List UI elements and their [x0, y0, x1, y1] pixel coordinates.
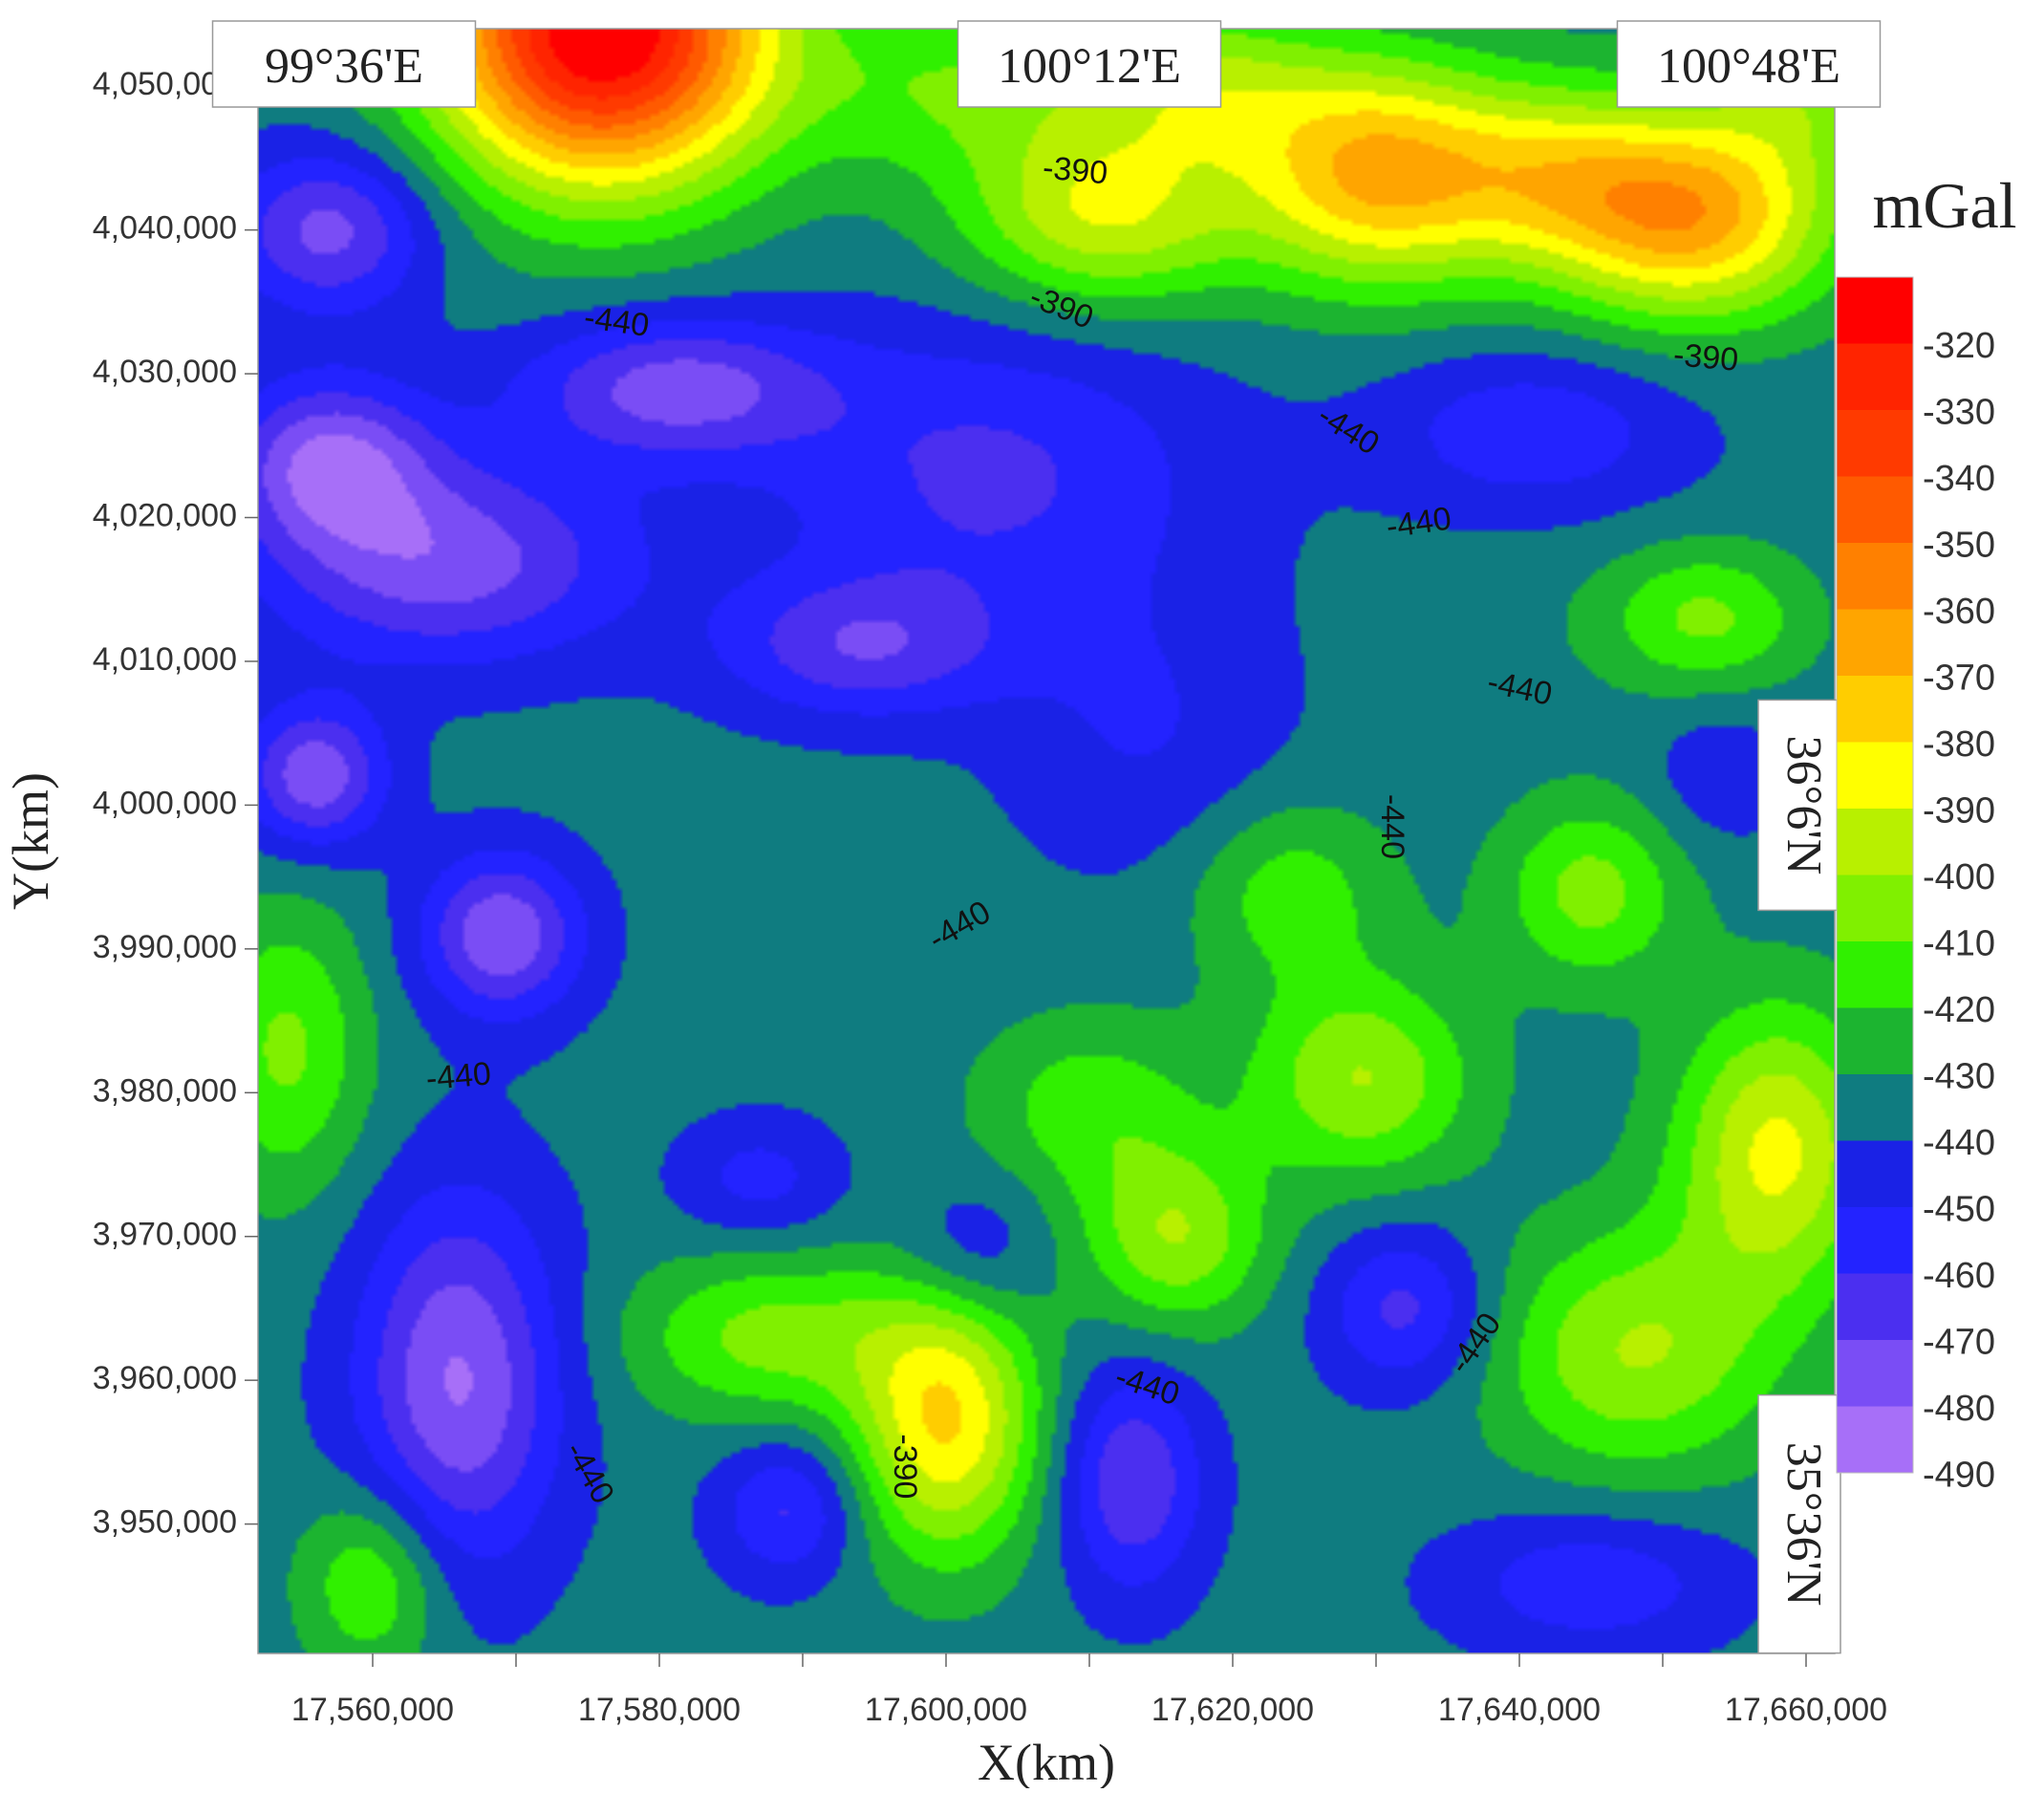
colorbar-level-label: -390	[1923, 791, 1995, 832]
longitude-labels: 99°36'E 100°12'E 100°48'E	[211, 20, 1882, 108]
x-axis: 17,560,000 17,580,000 17,600,000 17,620,000…	[291, 1653, 1887, 1728]
x-tick-label: 17,660,000	[1725, 1692, 1887, 1728]
latitude-label-box	[1757, 1393, 1841, 1654]
colorbar-swatch	[1837, 1074, 1913, 1141]
x-axis-label: X(km)	[978, 1734, 1115, 1788]
x-tick-label: 17,600,000	[865, 1692, 1027, 1728]
y-tick-label: 4,040,000	[93, 210, 237, 247]
latitude-label-text: 36°6'N	[1776, 736, 1831, 875]
gravity-anomaly-field	[258, 29, 1835, 1653]
colorbar-level-label: -410	[1923, 924, 1995, 964]
latitude-label-text: 35°36'N	[1776, 1442, 1831, 1607]
colorbar-swatch	[1837, 609, 1913, 677]
longitude-label: 100°48'E	[1616, 20, 1882, 108]
contour-label: -390	[1672, 336, 1740, 378]
colorbar-level-label: -380	[1923, 724, 1995, 765]
x-tick-label: 17,640,000	[1438, 1692, 1601, 1728]
longitude-label-text: 100°48'E	[1657, 39, 1840, 94]
colorbar-level-label: -460	[1923, 1256, 1995, 1296]
colorbar-title: mGal	[1872, 169, 2016, 242]
colorbar-swatch	[1837, 277, 1913, 344]
longitude-label: 100°12'E	[957, 20, 1222, 108]
colorbar-level-label: -430	[1923, 1057, 1995, 1097]
colorbar: mGal -320 -330 -340 -350 -360 -370 -380 -390 -40…	[1836, 169, 2017, 1496]
longitude-label-box	[211, 20, 477, 108]
y-tick-label: 4,000,000	[93, 785, 237, 821]
contour-label: -440	[1374, 794, 1410, 859]
colorbar-swatch	[1837, 875, 1913, 942]
colorbar-level-label: -450	[1923, 1190, 1995, 1230]
longitude-label-text: 100°12'E	[998, 39, 1181, 94]
x-tick-label: 17,580,000	[578, 1692, 741, 1728]
y-tick-label: 3,980,000	[93, 1072, 237, 1109]
colorbar-swatch	[1837, 676, 1913, 743]
colorbar-swatch	[1837, 1340, 1913, 1407]
colorbar-level-label: -400	[1923, 857, 1995, 897]
colorbar-swatch	[1837, 1207, 1913, 1274]
latitude-label: 36°6'N	[1757, 699, 1841, 912]
contour-label: -440	[1384, 500, 1453, 545]
longitude-label: 99°36'E	[211, 20, 477, 108]
y-axis-label: Y(km)	[2, 772, 59, 910]
colorbar-level-label: -490	[1923, 1456, 1995, 1496]
latitude-label-box	[1757, 699, 1841, 912]
colorbar-swatch	[1837, 1007, 1913, 1075]
colorbar-swatch	[1837, 410, 1913, 477]
colorbar-swatch	[1837, 476, 1913, 544]
x-tick-label: 17,620,000	[1151, 1692, 1314, 1728]
y-tick-label: 3,970,000	[93, 1217, 237, 1253]
colorbar-swatch	[1837, 809, 1913, 875]
colorbar-swatch	[1837, 941, 1913, 1008]
latitude-label: 35°36'N	[1757, 1393, 1841, 1654]
contour-label: -440	[582, 299, 652, 344]
y-tick-label: 3,990,000	[93, 929, 237, 965]
colorbar-level-label: -320	[1923, 326, 1995, 366]
y-tick-label: 3,960,000	[93, 1360, 237, 1396]
x-tick-label: 17,560,000	[291, 1692, 454, 1728]
longitude-label-box	[957, 20, 1222, 108]
contour-label: -440	[424, 1055, 492, 1097]
colorbar-level-label: -360	[1923, 592, 1995, 632]
y-tick-label: 4,030,000	[93, 354, 237, 390]
latitude-labels: 36°6'N 35°36'N	[1757, 699, 1841, 1654]
colorbar-swatch	[1837, 742, 1913, 810]
colorbar-swatch	[1837, 343, 1913, 411]
colorbar-level-label: -340	[1923, 459, 1995, 499]
colorbar-swatch	[1837, 1140, 1913, 1208]
colorbar-swatch	[1837, 1406, 1913, 1474]
colorbar-level-label: -330	[1923, 393, 1995, 433]
colorbar-level-label: -470	[1923, 1323, 1995, 1363]
y-axis: 3,950,000 3,960,000 3,970,000 3,980,000 3,99…	[93, 66, 258, 1541]
colorbar-swatch	[1837, 1273, 1913, 1341]
contour-label: -390	[887, 1434, 923, 1499]
colorbar-level-label: -440	[1923, 1123, 1995, 1163]
contour-label: -390	[1042, 150, 1109, 192]
longitude-label-box	[1616, 20, 1882, 108]
y-tick-label: 4,020,000	[93, 497, 237, 533]
colorbar-level-label: -370	[1923, 659, 1995, 699]
colorbar-swatch	[1837, 543, 1913, 610]
colorbar-level-label: -480	[1923, 1389, 1995, 1429]
y-tick-label: 3,950,000	[93, 1504, 237, 1541]
colorbar-level-label: -350	[1923, 526, 1995, 566]
plot-area	[258, 29, 1835, 1653]
longitude-label-text: 99°36'E	[265, 39, 423, 94]
y-tick-label: 4,010,000	[93, 641, 237, 678]
colorbar-level-label: -420	[1923, 990, 1995, 1030]
colorbar-frame	[1836, 276, 1914, 1474]
